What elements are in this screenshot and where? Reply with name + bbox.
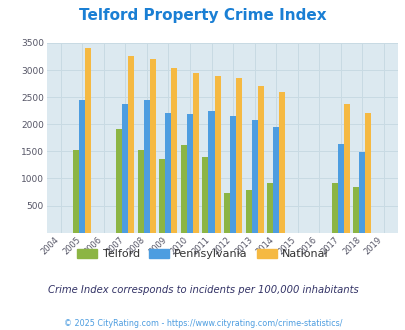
Bar	[358, 152, 364, 233]
Bar	[165, 113, 171, 233]
Bar	[143, 100, 149, 233]
Bar	[224, 193, 230, 233]
Bar	[230, 115, 235, 233]
Bar	[235, 78, 241, 233]
Bar	[122, 104, 128, 233]
Bar	[128, 56, 134, 233]
Bar	[85, 48, 91, 233]
Bar	[266, 183, 273, 233]
Bar	[73, 150, 79, 233]
Bar	[257, 86, 263, 233]
Bar	[251, 120, 257, 233]
Text: Crime Index corresponds to incidents per 100,000 inhabitants: Crime Index corresponds to incidents per…	[47, 285, 358, 295]
Bar	[192, 73, 198, 233]
Bar	[186, 114, 192, 233]
Text: © 2025 CityRating.com - https://www.cityrating.com/crime-statistics/: © 2025 CityRating.com - https://www.city…	[64, 319, 341, 328]
Bar	[337, 144, 343, 233]
Bar	[343, 104, 349, 233]
Legend: Telford, Pennsylvania, National: Telford, Pennsylvania, National	[72, 244, 333, 263]
Bar	[214, 76, 220, 233]
Text: Telford Property Crime Index: Telford Property Crime Index	[79, 8, 326, 23]
Bar	[116, 129, 122, 233]
Bar	[137, 150, 143, 233]
Bar	[181, 145, 186, 233]
Bar	[79, 100, 85, 233]
Bar	[279, 92, 284, 233]
Bar	[245, 190, 251, 233]
Bar	[352, 186, 358, 233]
Bar	[202, 157, 208, 233]
Bar	[149, 59, 156, 233]
Bar	[331, 183, 337, 233]
Bar	[273, 127, 279, 233]
Bar	[159, 159, 165, 233]
Bar	[171, 68, 177, 233]
Bar	[364, 114, 371, 233]
Bar	[208, 111, 214, 233]
